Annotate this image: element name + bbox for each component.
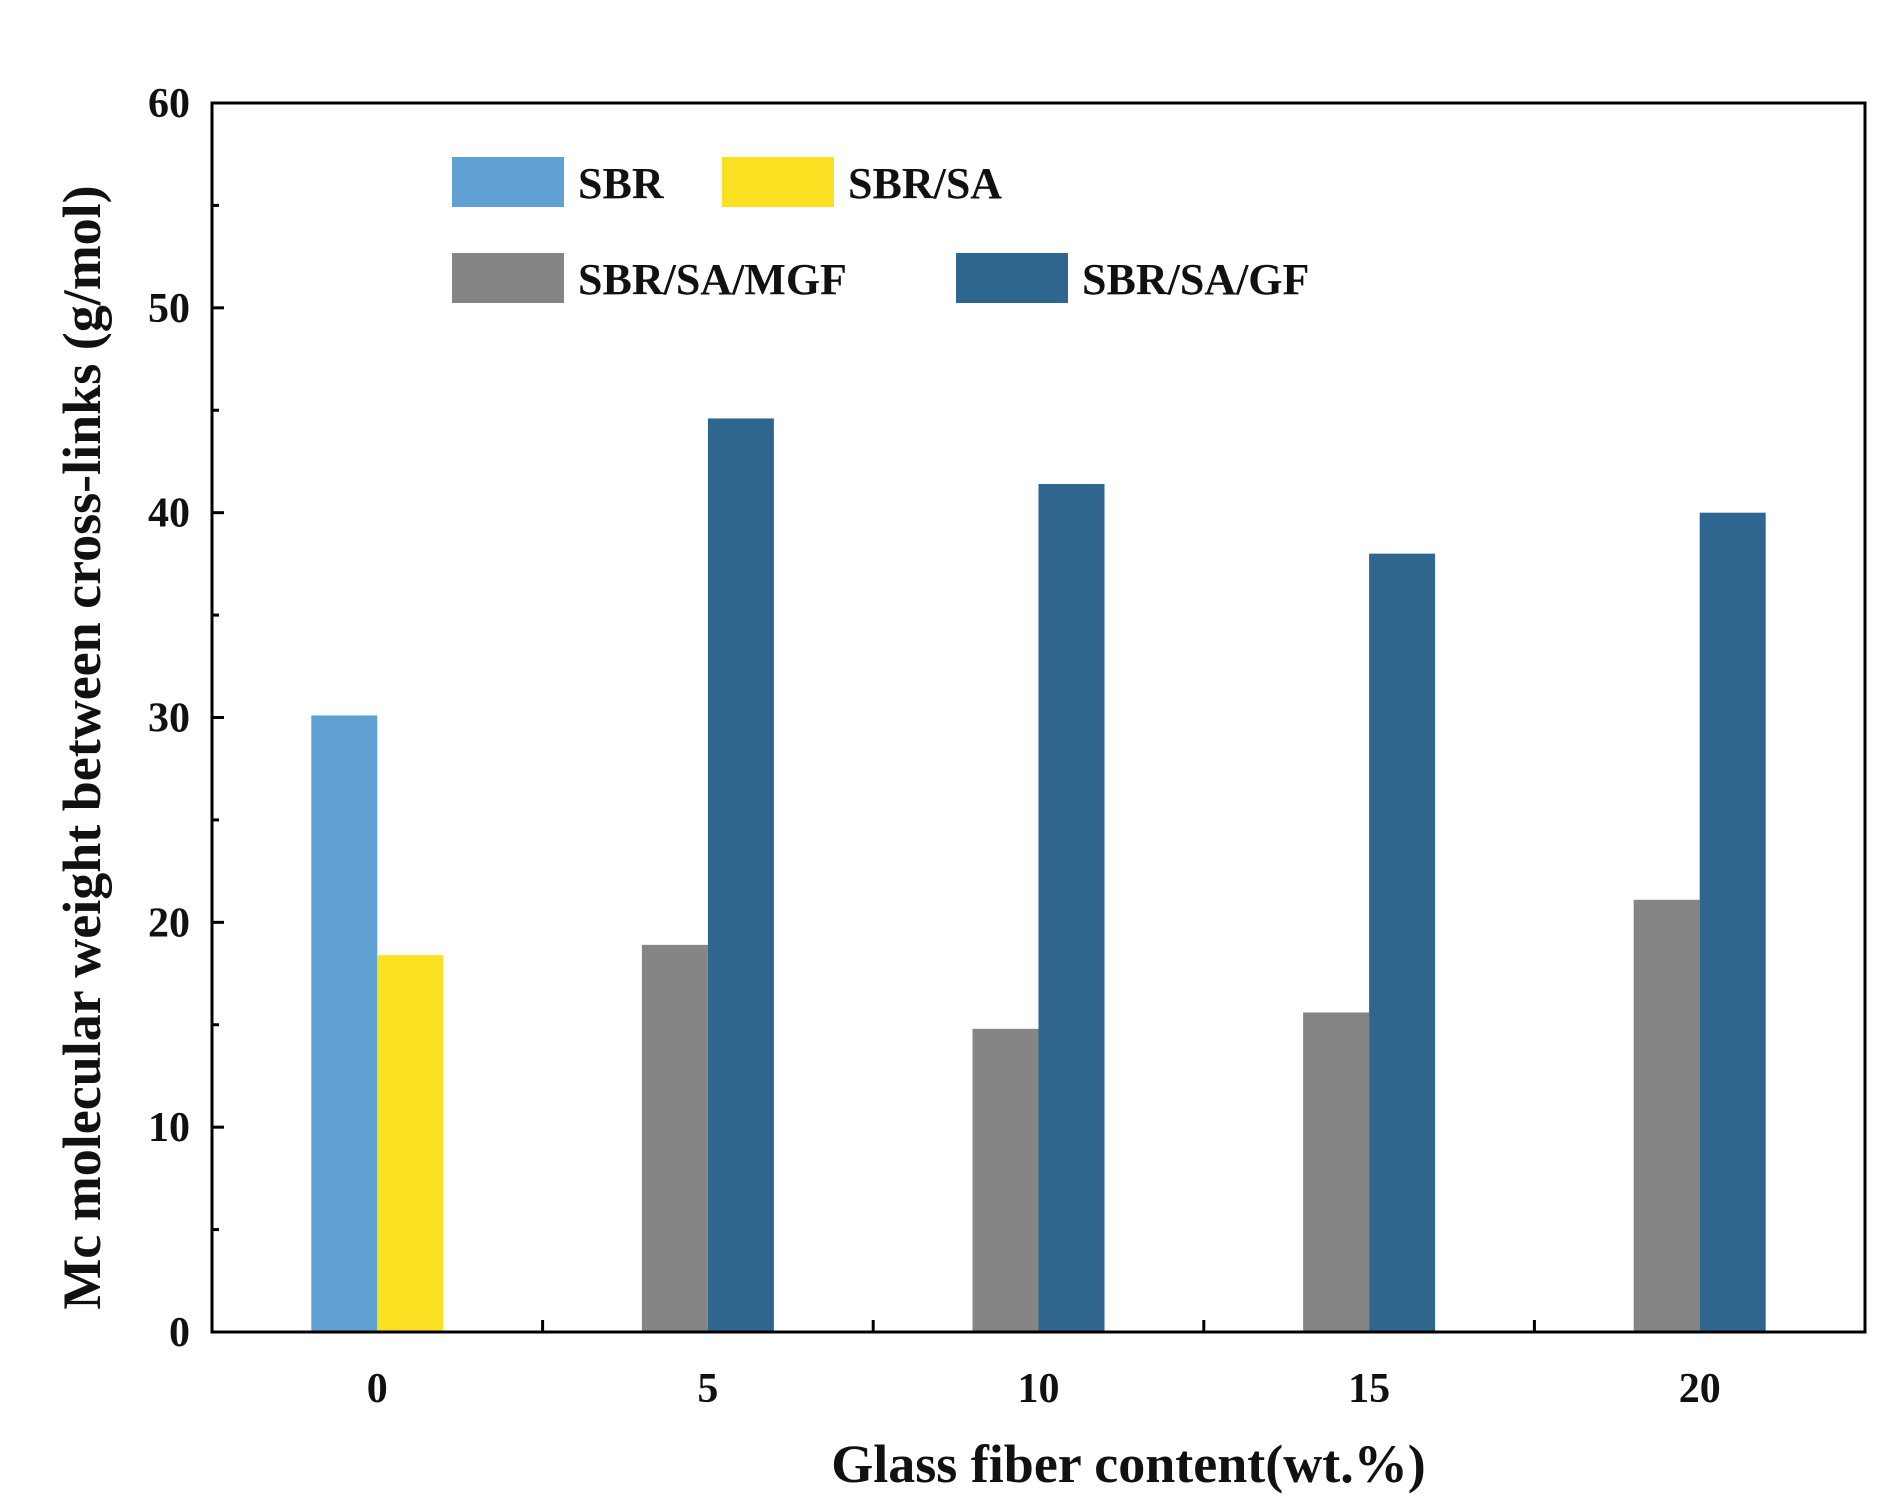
x-tick-label: 0	[367, 1366, 388, 1412]
legend-swatch-sbr-sa-mgf	[452, 253, 564, 303]
y-tick-label: 40	[148, 491, 190, 537]
x-tick-label: 5	[697, 1366, 718, 1412]
bar-sbr-sa-gf-10	[1038, 483, 1105, 1332]
y-axis-title: Mc molecular weight between cross-links …	[52, 185, 112, 1309]
y-tick-label: 60	[148, 81, 190, 127]
y-tick-label: 0	[169, 1310, 190, 1356]
bar-sbr-sa-gf-5	[707, 418, 774, 1332]
bar-sbr-sa-mgf-10	[972, 1028, 1039, 1332]
bar-sbr-sa-mgf-5	[641, 944, 708, 1332]
bars	[311, 418, 1766, 1332]
y-tick-label: 20	[148, 900, 190, 946]
legend-swatch-sbr-sa	[722, 157, 834, 207]
bar-sbr-sa-gf-20	[1699, 512, 1766, 1332]
legend-swatch-sbr	[452, 157, 564, 207]
bar-sbr-sa-mgf-20	[1633, 899, 1700, 1332]
x-tick-label: 20	[1679, 1366, 1721, 1412]
legend-label-sbr-sa: SBR/SA	[848, 159, 1002, 208]
bar-sbr-sa-mgf-15	[1303, 1012, 1370, 1332]
legend-label-sbr-sa-gf: SBR/SA/GF	[1082, 255, 1309, 304]
x-axis-title: Glass fiber content(wt.%)	[831, 1434, 1425, 1494]
x-tick-label: 15	[1348, 1366, 1390, 1412]
bar-sbr-sa-gf-15	[1369, 553, 1436, 1332]
x-tick-label: 10	[1018, 1366, 1060, 1412]
legend-swatch-sbr-sa-gf	[956, 253, 1068, 303]
bar-sbr-0	[311, 715, 378, 1332]
y-tick-label: 50	[148, 286, 190, 332]
ticks: 0 10 20 30 40 50 60 0 5 10 15 20	[148, 81, 1721, 1412]
bar-sbr-sa-0	[377, 955, 444, 1332]
y-tick-label: 30	[148, 696, 190, 742]
legend-label-sbr: SBR	[578, 159, 665, 208]
y-tick-label: 10	[148, 1105, 190, 1151]
legend-label-sbr-sa-mgf: SBR/SA/MGF	[578, 255, 847, 304]
